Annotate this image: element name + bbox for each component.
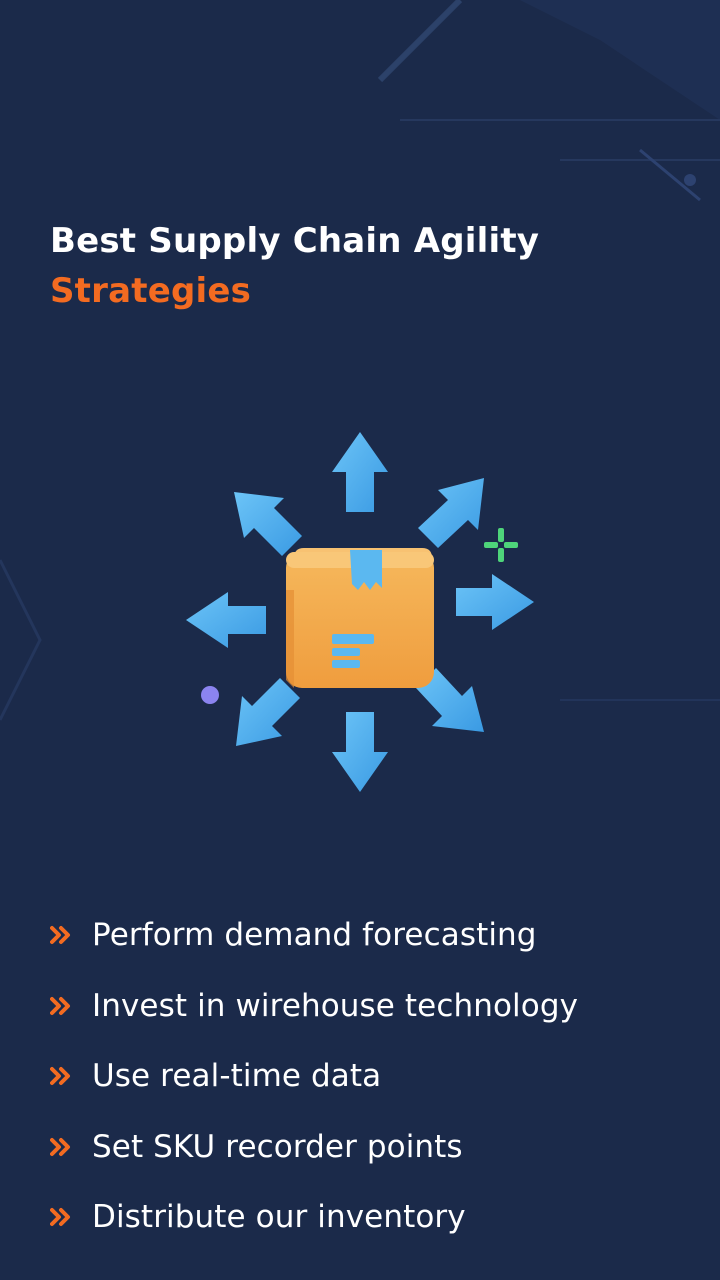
arrow-down-icon xyxy=(332,712,388,792)
list-item-text: Invest in wirehouse technology xyxy=(92,987,579,1024)
double-chevron-right-icon xyxy=(50,1067,70,1086)
arrow-up-icon xyxy=(332,432,388,512)
sparkle-icon xyxy=(484,528,518,562)
list-item: Set SKU recorder points xyxy=(50,1112,700,1183)
arrow-left-icon xyxy=(186,592,266,648)
list-item: Use real-time data xyxy=(50,1041,700,1112)
dot-icon xyxy=(201,686,219,704)
double-chevron-right-icon xyxy=(50,1137,70,1156)
list-item-text: Perform demand forecasting xyxy=(92,917,537,954)
title-block: Best Supply Chain Agility Strategies xyxy=(50,216,690,316)
list-item: Distribute our inventory xyxy=(50,1182,700,1253)
list-item: Invest in wirehouse technology xyxy=(50,971,700,1042)
arrow-right-icon xyxy=(456,574,534,630)
arrow-down-right-icon xyxy=(416,668,484,732)
double-chevron-right-icon xyxy=(50,1208,70,1227)
list-item: Perform demand forecasting xyxy=(50,900,700,971)
box-icon xyxy=(286,548,434,688)
page-subtitle: Strategies xyxy=(50,271,252,311)
arrow-down-left-icon xyxy=(236,678,300,746)
list-item-text: Use real-time data xyxy=(92,1058,382,1095)
arrow-up-left-icon xyxy=(234,492,302,556)
double-chevron-right-icon xyxy=(50,996,70,1015)
list-item-text: Distribute our inventory xyxy=(92,1199,466,1236)
page-title: Best Supply Chain Agility xyxy=(50,221,540,261)
list-item-text: Set SKU recorder points xyxy=(92,1128,463,1165)
box-distribution-arrows-icon xyxy=(186,432,534,792)
strategy-list: Perform demand forecasting Invest in wir… xyxy=(50,900,700,1253)
arrow-up-right-icon xyxy=(418,478,484,548)
double-chevron-right-icon xyxy=(50,926,70,945)
